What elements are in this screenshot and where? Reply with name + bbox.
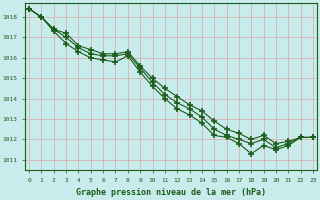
- X-axis label: Graphe pression niveau de la mer (hPa): Graphe pression niveau de la mer (hPa): [76, 188, 266, 197]
